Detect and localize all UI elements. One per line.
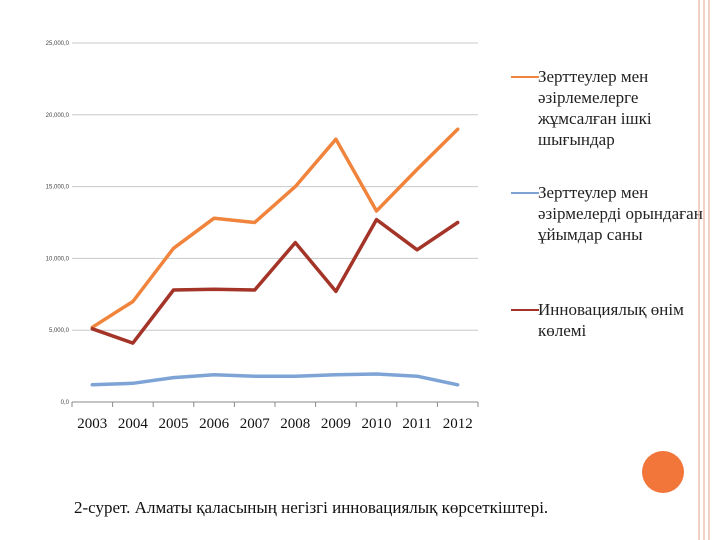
figure-caption: 2-сурет. Алматы қаласының негізгі иннова…: [74, 498, 549, 517]
gridlines: [72, 42, 478, 403]
x-tick-label: 2011: [402, 416, 431, 432]
x-tick-label: 2012: [443, 416, 473, 432]
x-tick-label: 2005: [159, 416, 189, 432]
y-tick-label: 0,0: [61, 400, 70, 406]
x-tick-label: 2009: [321, 416, 351, 432]
y-tick-label: 15,000,0: [46, 185, 70, 191]
legend-swatch: [511, 309, 539, 311]
x-tick-label: 2006: [199, 416, 230, 432]
series-line-3: [90, 217, 460, 345]
x-tick-label: 2007: [240, 416, 271, 432]
legend-item-organizations: Зерттеулер мен әзірмелерді орындаған ұйы…: [508, 182, 718, 245]
legend-label: Зерттеулер мен әзірлемелерге жұмсалған і…: [538, 67, 652, 149]
decorative-dot: [642, 451, 684, 493]
legend-label: Инновациялық өнім көлемі: [538, 300, 684, 340]
y-tick-labels: 0,0 5,000,0 10,000,0 15,000,0 20,000,0 25,000…: [46, 41, 70, 406]
series-lines: [90, 127, 460, 387]
series-line-1: [90, 127, 460, 330]
x-tick-labels: 2003 2004 2005 2006 2007 2008 2009 2010 2011 2012: [71, 402, 479, 432]
legend-swatch: [511, 192, 539, 194]
legend-item-internal-costs: Зерттеулер мен әзірлемелерге жұмсалған і…: [508, 66, 718, 150]
legend-swatch: [511, 76, 539, 78]
legend-item-innovation-volume: Инновациялық өнім көлемі: [508, 299, 718, 341]
y-tick-label: 10,000,0: [46, 256, 70, 262]
x-tick-label: 2004: [118, 416, 149, 432]
series-line-2: [90, 372, 460, 387]
y-tick-label: 25,000,0: [46, 41, 70, 47]
x-tick-label: 2010: [362, 416, 392, 432]
y-tick-label: 20,000,0: [46, 113, 70, 119]
y-tick-label: 5,000,0: [49, 328, 70, 334]
legend-label: Зерттеулер мен әзірмелерді орындаған ұйы…: [538, 183, 703, 244]
x-tick-label: 2003: [77, 416, 107, 432]
x-tick-label: 2008: [280, 416, 310, 432]
decorative-border: [698, 0, 710, 540]
